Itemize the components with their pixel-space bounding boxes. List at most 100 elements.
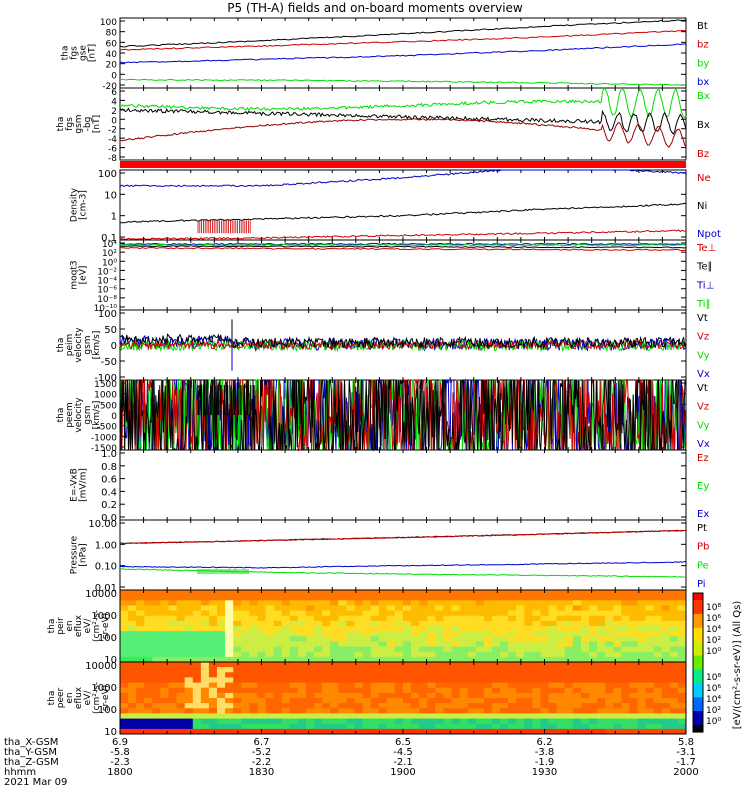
x-row-label: tha_Y-GSM [4, 747, 57, 758]
spectro-cell [394, 713, 404, 719]
spectro-cell [314, 677, 323, 683]
spectro-cell [120, 667, 129, 673]
spectro-cell [225, 626, 234, 632]
spectro-cell [524, 682, 533, 689]
spectro-cell [564, 713, 574, 719]
spectro-cell [120, 620, 129, 627]
spectro-cell [532, 646, 541, 653]
spectro-cell [572, 641, 582, 647]
spectro-cell [491, 615, 501, 622]
spectro-cell [524, 641, 533, 647]
spectro-cell [128, 600, 137, 606]
spectro-cell [572, 646, 582, 653]
spectro-cell [403, 718, 412, 725]
colorbar-frame [692, 592, 704, 733]
spectro-cell [338, 662, 347, 668]
spectro-cell [572, 713, 582, 719]
legend-temp-2: Ti⊥ [696, 280, 714, 291]
spectro-cell [613, 610, 622, 617]
spectro-cell [524, 723, 533, 730]
spectro-cell [540, 718, 550, 725]
spectro-cell [394, 615, 404, 622]
spectro-cell [208, 672, 218, 678]
spectro-cell [386, 605, 396, 611]
spectro-cell [597, 626, 606, 632]
spectro-cell [378, 713, 388, 719]
spectro-cell [580, 656, 590, 663]
spectro-cell [233, 620, 242, 627]
spectro-cell [386, 651, 396, 658]
spectro-cell [548, 687, 558, 694]
spectro-cell [597, 605, 606, 611]
spectro-cell [192, 728, 202, 735]
spectro-cell [653, 687, 663, 694]
y-tick-label: 10000 [85, 589, 117, 600]
spectro-cell [128, 682, 137, 689]
spectro-cell [120, 703, 129, 709]
y-tick-label: 10000 [85, 661, 117, 672]
spectro-cell [629, 708, 638, 714]
spectro-cell [176, 723, 186, 730]
spectro-cell [168, 626, 178, 632]
spectro-cell [427, 610, 436, 617]
spectro-cell [322, 662, 331, 668]
spectro-cell [621, 667, 630, 673]
spectro-cell [411, 723, 420, 730]
spectro-cell [152, 656, 161, 663]
spectro-cell [306, 600, 315, 606]
spectro-cell [265, 626, 275, 632]
spectro-cell [378, 692, 388, 699]
spectro-cell [249, 662, 258, 668]
panel-frame [119, 17, 687, 89]
spectro-cell [306, 692, 315, 699]
spectro-cell [467, 626, 477, 632]
spectro-cell [192, 723, 202, 730]
spectro-cell [435, 646, 444, 653]
spectro-cell [475, 641, 485, 647]
spectro-cell [475, 620, 485, 627]
spectro-cell [346, 723, 355, 730]
spectro-cell [249, 692, 258, 699]
spectro-cell [136, 626, 145, 632]
spectro-cell [322, 723, 331, 730]
spectro-cell [378, 590, 388, 596]
y-label-line: gsm [74, 114, 84, 133]
spectro-cell [362, 677, 372, 683]
spectro-cell [475, 636, 485, 642]
spectro-cell [273, 713, 283, 719]
spectro-cell [184, 651, 194, 658]
spectro-cell [467, 687, 477, 694]
spectro-cell [589, 590, 598, 596]
spectro-cell [144, 682, 153, 689]
spectro-cell [459, 641, 469, 647]
spectro-cell [572, 687, 582, 694]
spectro-cell [524, 692, 533, 699]
spectro-cell [516, 713, 525, 719]
spectro-cell [427, 636, 436, 642]
spectro-cell [556, 600, 566, 606]
spectro-cell [200, 692, 210, 699]
spectro-cell [184, 631, 194, 637]
spectro-cell [645, 615, 655, 622]
spectro-cell [500, 723, 509, 730]
spectro-cell [217, 626, 226, 632]
spectro-cell [314, 728, 323, 735]
spectro-cell [483, 620, 493, 627]
y-tick-label: -50 [101, 357, 117, 368]
spectro-cell [475, 656, 485, 663]
spectro-cell [629, 692, 638, 699]
spectro-cell [451, 662, 461, 668]
spectro-cell [613, 600, 622, 606]
spectro-cell [200, 631, 210, 637]
spectro-cell [354, 703, 364, 709]
spectro-cell [580, 641, 590, 647]
colorbar-tick: 10⁶ [706, 614, 721, 624]
spectro-cell [435, 728, 444, 735]
spectro-cell [354, 595, 364, 601]
spectro-cell [273, 595, 283, 601]
spectro-cell [483, 656, 493, 663]
spectro-cell [491, 728, 501, 735]
spectro-cell [491, 631, 501, 637]
spectro-cell [281, 636, 291, 642]
